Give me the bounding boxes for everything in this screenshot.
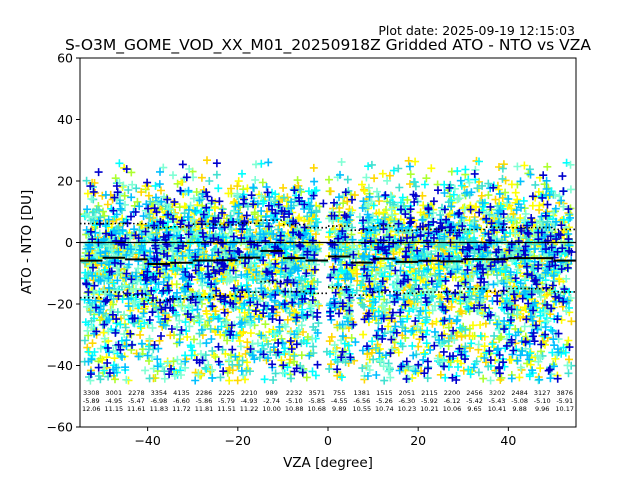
bin-std-label: 11.15 bbox=[105, 405, 124, 413]
statistic-lines bbox=[80, 219, 576, 302]
y-tick-label: −60 bbox=[47, 420, 73, 435]
bin-mean-label: -4.95 bbox=[105, 397, 122, 405]
y-tick-label: −20 bbox=[47, 297, 73, 312]
bin-mean-label: -4.93 bbox=[241, 397, 258, 405]
x-axis-label: VZA [degree] bbox=[283, 455, 373, 471]
y-tick-label: 20 bbox=[57, 174, 73, 189]
bin-std-label: 12.06 bbox=[82, 405, 101, 413]
bin-std-label: 10.06 bbox=[443, 405, 462, 413]
bin-mean-label: -5.43 bbox=[489, 397, 506, 405]
bin-std-label: 9.89 bbox=[332, 405, 346, 413]
bin-mean-label: -5.86 bbox=[196, 397, 213, 405]
bin-count-label: 2225 bbox=[218, 389, 235, 397]
bin-count-label: 2278 bbox=[128, 389, 145, 397]
bin-mean-label: -5.08 bbox=[511, 397, 528, 405]
bin-std-label: 11.51 bbox=[217, 405, 236, 413]
bin-count-label: 3202 bbox=[489, 389, 506, 397]
bin-count-label: 989 bbox=[265, 389, 277, 397]
x-tick-label: −20 bbox=[225, 433, 251, 448]
bin-mean-label: -6.12 bbox=[444, 397, 461, 405]
bin-count-label: 1515 bbox=[376, 389, 393, 397]
bin-count-label: 3876 bbox=[556, 389, 573, 397]
bin-statistics: 3308-5.8912.063001-4.9511.152278-5.4711.… bbox=[82, 389, 574, 413]
bin-count-label: 2484 bbox=[511, 389, 528, 397]
bin-count-label: 2286 bbox=[196, 389, 213, 397]
y-tick-label: 60 bbox=[57, 51, 73, 66]
bin-mean-label: -6.98 bbox=[150, 397, 167, 405]
bin-std-label: 10.23 bbox=[398, 405, 417, 413]
bin-count-label: 3354 bbox=[151, 389, 168, 397]
bin-mean-label: -6.60 bbox=[173, 397, 190, 405]
x-tick-label: 20 bbox=[410, 433, 426, 448]
bin-mean-label: -5.10 bbox=[286, 397, 303, 405]
bin-mean-label: -5.47 bbox=[128, 397, 145, 405]
bin-count-label: 2051 bbox=[399, 389, 416, 397]
y-tick-label: 40 bbox=[57, 112, 73, 127]
x-tick-label: 0 bbox=[324, 433, 332, 448]
y-tick-label: −40 bbox=[47, 358, 73, 373]
x-tick-label: −40 bbox=[134, 433, 160, 448]
bin-std-label: 10.00 bbox=[262, 405, 281, 413]
bin-mean-label: -5.10 bbox=[534, 397, 551, 405]
chart-title: S-O3M_GOME_VOD_XX_M01_20250918Z Gridded … bbox=[65, 36, 591, 55]
bin-count-label: 2232 bbox=[286, 389, 303, 397]
bin-std-label: 10.55 bbox=[353, 405, 372, 413]
bin-std-label: 10.68 bbox=[307, 405, 326, 413]
bin-mean-label: -5.42 bbox=[466, 397, 483, 405]
scatter-marker-group bbox=[82, 159, 576, 384]
bin-mean-label: -5.92 bbox=[421, 397, 438, 405]
bin-mean-label: -5.91 bbox=[556, 397, 573, 405]
y-tick-label: 0 bbox=[65, 235, 73, 250]
bin-count-label: 755 bbox=[333, 389, 345, 397]
bin-mean-label: -6.56 bbox=[353, 397, 370, 405]
bin-mean-label: -6.30 bbox=[398, 397, 415, 405]
bin-count-label: 2200 bbox=[444, 389, 461, 397]
bin-std-label: 10.41 bbox=[488, 405, 507, 413]
bin-mean-label: -2.74 bbox=[263, 397, 280, 405]
bin-count-label: 3308 bbox=[83, 389, 100, 397]
bin-count-label: 3001 bbox=[106, 389, 123, 397]
bin-std-label: 11.83 bbox=[150, 405, 169, 413]
bin-mean-label: -4.55 bbox=[331, 397, 348, 405]
bin-count-label: 2456 bbox=[466, 389, 483, 397]
bin-mean-label: -5.79 bbox=[218, 397, 235, 405]
plot-date: Plot date: 2025-09-19 12:15:03 bbox=[378, 23, 575, 38]
bin-count-label: 3571 bbox=[308, 389, 325, 397]
bin-std-label: 10.21 bbox=[420, 405, 439, 413]
bin-mean-label: -5.89 bbox=[83, 397, 100, 405]
bin-std-label: 10.74 bbox=[375, 405, 394, 413]
scatter-points bbox=[80, 156, 576, 385]
x-axis: −40 −20 0 20 40 bbox=[134, 427, 516, 448]
bin-count-label: 4135 bbox=[173, 389, 190, 397]
bin-std-label: 11.22 bbox=[240, 405, 259, 413]
bin-std-label: 11.81 bbox=[195, 405, 214, 413]
bin-std-label: 9.65 bbox=[467, 405, 481, 413]
bin-count-label: 2115 bbox=[421, 389, 438, 397]
bin-count-label: 2210 bbox=[241, 389, 258, 397]
x-tick-label: 40 bbox=[500, 433, 516, 448]
y-axis-label: ATO - NTO [DU] bbox=[19, 190, 35, 295]
bin-std-label: 9.88 bbox=[512, 405, 526, 413]
bin-std-label: 10.88 bbox=[285, 405, 304, 413]
bin-count-label: 3127 bbox=[534, 389, 551, 397]
bin-std-label: 10.17 bbox=[555, 405, 574, 413]
bin-std-label: 11.61 bbox=[127, 405, 146, 413]
y-axis: −60 −40 −20 0 20 40 60 bbox=[47, 51, 80, 435]
bin-std-label: 9.96 bbox=[535, 405, 549, 413]
bin-mean-label: -5.26 bbox=[376, 397, 393, 405]
bin-std-label: 11.72 bbox=[172, 405, 191, 413]
bin-count-label: 1381 bbox=[354, 389, 371, 397]
bin-mean-label: -5.85 bbox=[308, 397, 325, 405]
